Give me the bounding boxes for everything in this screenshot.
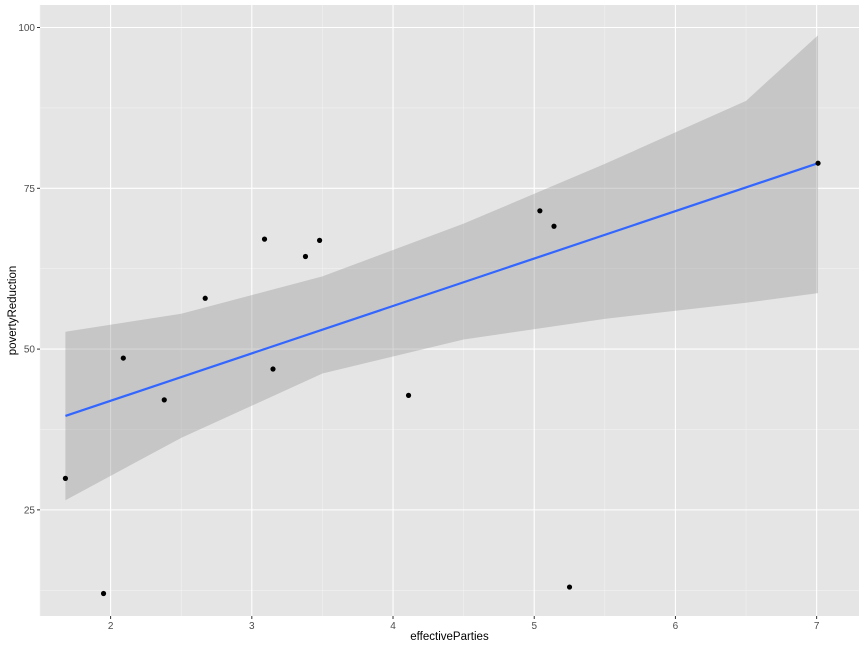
data-point (316, 237, 323, 243)
y-tick-label: 25 (24, 505, 36, 516)
data-point (120, 355, 126, 361)
y-axis-ticks: 25 50 75 100 (18, 23, 40, 516)
data-point (100, 590, 107, 597)
data-point (405, 392, 412, 398)
x-axis-title: effectiveParties (410, 631, 489, 643)
data-point (551, 223, 557, 229)
x-tick-label: 3 (249, 621, 255, 632)
data-point (261, 236, 268, 242)
data-point (161, 397, 167, 403)
minor-gridlines (39, 5, 859, 616)
x-tick-label: 5 (531, 621, 537, 632)
data-points (62, 160, 821, 597)
y-tick-label: 50 (24, 345, 36, 356)
x-tick-label: 6 (673, 621, 679, 632)
major-gridlines (40, 5, 859, 616)
x-axis-ticks: 2 3 4 5 6 7 (108, 616, 820, 632)
data-point (270, 366, 276, 372)
y-tick-label: 100 (18, 23, 35, 34)
y-axis-title: povertyReduction (7, 266, 19, 356)
x-tick-label: 4 (390, 621, 396, 632)
x-tick-label: 2 (108, 621, 114, 632)
data-point (302, 253, 309, 260)
data-point (202, 295, 208, 301)
data-point (537, 208, 543, 214)
confidence-band (65, 35, 819, 501)
x-tick-label: 7 (814, 621, 820, 632)
plot-panel (40, 5, 859, 616)
data-point (62, 475, 69, 481)
data-point (815, 160, 821, 166)
data-point (566, 584, 573, 590)
regression-line (65, 162, 819, 418)
y-tick-label: 75 (24, 184, 36, 195)
